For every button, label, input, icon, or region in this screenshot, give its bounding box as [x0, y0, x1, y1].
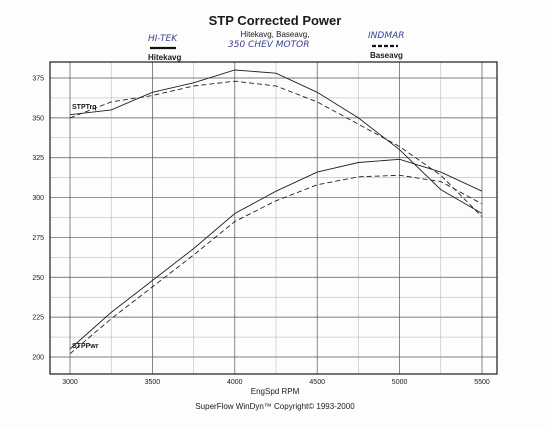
y-tick-label: 300	[32, 195, 44, 202]
chart-title: STP Corrected Power	[208, 13, 342, 28]
series-line-stppwr-baseavg	[69, 174, 483, 355]
series-line-stppwr-hitekavg	[69, 158, 483, 350]
legend-label-hitekavg: Hitekavg	[148, 53, 182, 62]
chart-subtitle: Hitekavg, Baseavg,	[240, 30, 310, 39]
x-tick-label: 3000	[62, 379, 78, 386]
x-tick-label: 5000	[392, 379, 408, 386]
tick-labels: 200 225 250 275 300 325 350 375 3000 3500 4000 4500…	[32, 76, 490, 387]
x-tick-label: 5500	[474, 379, 490, 386]
y-tick-label: 325	[32, 155, 44, 162]
y-tick-label: 225	[32, 315, 44, 322]
x-tick-label: 4000	[227, 379, 243, 386]
series-line-stptrq-hitekavg	[69, 69, 483, 214]
handwritten-label-left: HI-TEK	[148, 34, 178, 44]
y-tick-label: 200	[32, 355, 44, 362]
plot-frame	[49, 61, 498, 375]
handwritten-note: 350 CHEV MOTOR	[228, 40, 310, 50]
legend-swatches	[150, 44, 398, 50]
y-tick-label: 250	[32, 275, 44, 282]
series-label-stptrq: STPTrq	[72, 104, 97, 111]
y-tick-label: 375	[32, 76, 44, 83]
grid	[50, 62, 497, 374]
handwritten-label-right: INDMAR	[368, 31, 405, 41]
copyright-footer: SuperFlow WinDyn™ Copyright© 1993-2000	[195, 402, 355, 411]
x-tick-label: 4500	[309, 379, 325, 386]
y-tick-label: 350	[32, 115, 44, 122]
y-tick-label: 275	[32, 235, 44, 242]
x-axis-label: EngSpd RPM	[250, 387, 300, 396]
legend-label-baseavg: Baseavg	[370, 51, 403, 60]
x-tick-label: 3500	[145, 379, 161, 386]
series-lines	[69, 69, 483, 355]
series-label-stppwr: STPPwr	[72, 343, 99, 350]
series-line-stptrq-baseavg	[69, 80, 483, 218]
